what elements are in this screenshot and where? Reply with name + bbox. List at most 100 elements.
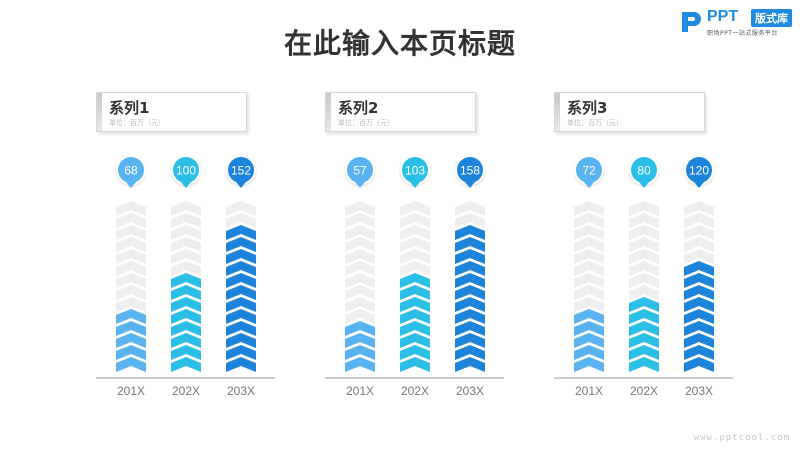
chevron-fill <box>116 333 146 348</box>
bar-201X <box>345 321 375 372</box>
value-pin-tip <box>236 182 246 188</box>
chevron-fill <box>455 237 485 252</box>
data-label: 158 <box>460 164 480 178</box>
chevron-track <box>116 249 146 264</box>
chevron-fill <box>226 309 256 324</box>
chevron-track <box>345 213 375 228</box>
chevron-fill <box>400 309 430 324</box>
chevron-track <box>400 201 430 216</box>
chevron-track <box>629 201 659 216</box>
chevron-fill <box>455 297 485 312</box>
chevron-track <box>345 309 375 324</box>
chevron-fill <box>455 285 485 300</box>
chevron-track <box>345 225 375 240</box>
chevron-fill <box>171 309 201 324</box>
chevron-track <box>574 225 604 240</box>
chevron-fill <box>400 357 430 372</box>
chevron-fill <box>455 345 485 360</box>
chevron-fill <box>226 237 256 252</box>
chevron-track <box>574 273 604 288</box>
chevron-track <box>684 213 714 228</box>
x-tick-label: 203X <box>227 384 255 398</box>
chevron-fill <box>455 321 485 336</box>
chevron-fill <box>574 333 604 348</box>
chevron-fill <box>455 357 485 372</box>
chevron-fill <box>171 297 201 312</box>
chevron-track <box>345 237 375 252</box>
value-pin-tip <box>410 182 420 188</box>
chevron-track <box>345 249 375 264</box>
chevron-track <box>455 213 485 228</box>
chevron-fill <box>629 345 659 360</box>
chevron-track <box>574 297 604 312</box>
chevron-fill <box>226 297 256 312</box>
chevron-fill <box>400 297 430 312</box>
chevron-track <box>574 237 604 252</box>
chevron-track <box>116 273 146 288</box>
chevron-fill <box>629 309 659 324</box>
chevron-track <box>116 237 146 252</box>
chevron-fill <box>345 345 375 360</box>
chevron-fill <box>574 309 604 324</box>
chevron-fill <box>574 321 604 336</box>
chevron-fill <box>455 261 485 276</box>
chevron-track <box>629 237 659 252</box>
chevron-track <box>574 285 604 300</box>
chevron-track <box>171 201 201 216</box>
chevron-track <box>455 201 485 216</box>
x-tick-label: 203X <box>685 384 713 398</box>
chevron-fill <box>629 297 659 312</box>
chevron-fill <box>226 225 256 240</box>
data-label: 103 <box>405 164 425 178</box>
chevron-track <box>684 249 714 264</box>
chevron-fill <box>226 249 256 264</box>
chevron-track <box>629 249 659 264</box>
chevron-fill <box>629 357 659 372</box>
chevron-track <box>345 201 375 216</box>
logo-p-icon <box>682 12 701 32</box>
series-name: 系列3 <box>567 99 608 117</box>
chevron-fill <box>400 321 430 336</box>
chevron-fill <box>574 357 604 372</box>
bar-202X <box>171 273 201 372</box>
data-label: 152 <box>231 164 251 178</box>
series-name: 系列2 <box>338 99 379 117</box>
chevron-fill <box>455 225 485 240</box>
chevron-track <box>116 261 146 276</box>
value-pin-tip <box>355 182 365 188</box>
x-tick-label: 202X <box>401 384 429 398</box>
chevron-track <box>574 261 604 276</box>
chevron-fill <box>116 321 146 336</box>
value-pin <box>173 157 199 183</box>
chevron-fill <box>171 321 201 336</box>
chevron-fill <box>116 309 146 324</box>
chevron-track <box>629 225 659 240</box>
chevron-track <box>345 261 375 276</box>
value-pin <box>228 157 254 183</box>
chevron-fill <box>629 333 659 348</box>
chevron-fill <box>345 333 375 348</box>
value-pin <box>576 157 602 183</box>
chevron-track <box>400 237 430 252</box>
chevron-fill <box>171 333 201 348</box>
chevron-fill <box>455 333 485 348</box>
chevron-track <box>574 213 604 228</box>
chevron-track <box>400 261 430 276</box>
chevron-track <box>116 225 146 240</box>
chevron-fill <box>171 285 201 300</box>
chevron-track <box>116 285 146 300</box>
chevron-track <box>171 225 201 240</box>
chevron-track <box>226 213 256 228</box>
chevron-track <box>400 213 430 228</box>
series-unit: 单位：百万（元） <box>109 119 165 127</box>
x-tick-label: 202X <box>172 384 200 398</box>
value-pin-tip <box>465 182 475 188</box>
chevron-fill <box>400 273 430 288</box>
bar-203X <box>455 225 485 372</box>
footer-url: www.pptcool.com <box>693 433 790 443</box>
chevron-fill <box>629 321 659 336</box>
label-accent-bar <box>326 93 331 131</box>
chevron-fill <box>455 309 485 324</box>
data-label: 80 <box>637 164 651 178</box>
chevron-track <box>629 261 659 276</box>
